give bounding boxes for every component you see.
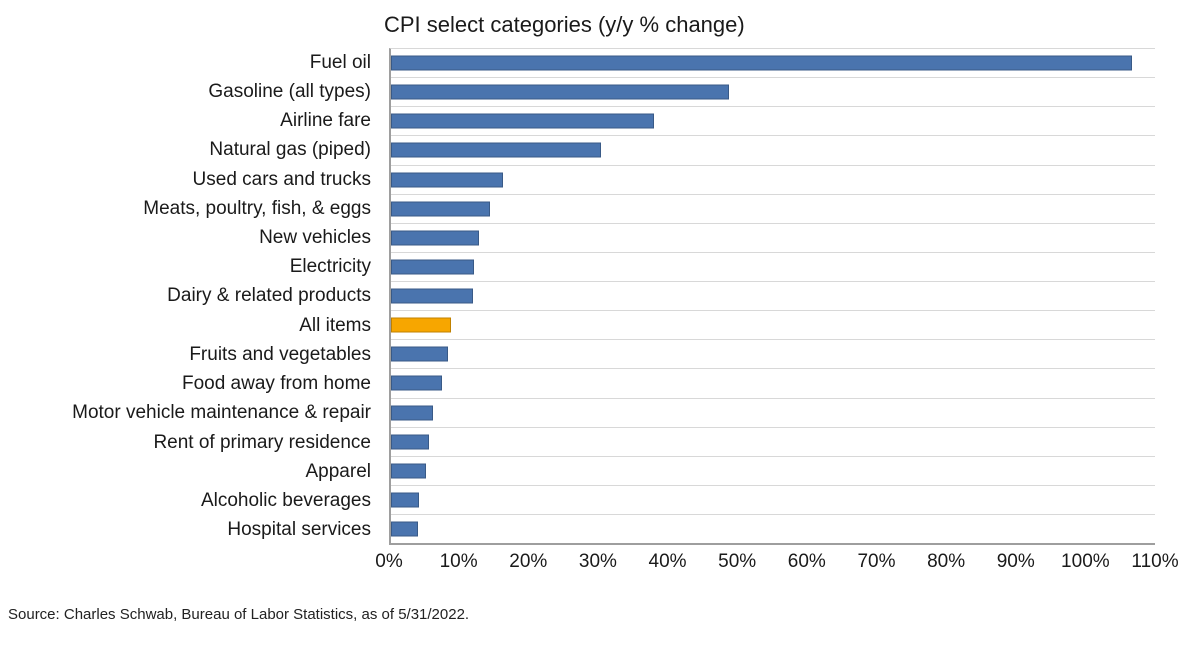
category-labels: Fuel oil Gasoline (all types) Airline fare… [0, 48, 371, 545]
bar [391, 288, 473, 304]
bar-row [391, 457, 1155, 486]
bar-row [391, 515, 1155, 543]
bar [391, 492, 419, 508]
category-label: Airline fare [280, 110, 371, 132]
bar [391, 142, 601, 158]
category-label: All items [299, 314, 371, 336]
category-label: Meats, poultry, fish, & eggs [143, 197, 371, 219]
bar-row [391, 78, 1155, 108]
bar-row [391, 166, 1155, 195]
x-tick-label: 60% [787, 551, 826, 572]
x-tick-label: 20% [509, 551, 548, 572]
bar-row [391, 107, 1155, 137]
x-tick-label: 40% [648, 551, 687, 572]
bar [391, 172, 503, 188]
plot-area [389, 48, 1155, 545]
x-tick-label: 30% [578, 551, 617, 572]
bar-row [391, 486, 1155, 515]
category-label: Hospital services [227, 519, 371, 541]
x-tick-label: 100% [1061, 551, 1110, 572]
category-label: Gasoline (all types) [208, 80, 371, 102]
bar [391, 375, 443, 391]
category-label: Fuel oil [309, 51, 371, 73]
bar [391, 463, 426, 479]
category-label: Rent of primary residence [153, 431, 371, 453]
highlight-bar [391, 317, 451, 333]
category-label: Fruits and vegetables [189, 343, 371, 365]
bar-row [391, 253, 1155, 282]
bar-row [391, 224, 1155, 253]
chart-title: CPI select categories (y/y % change) [384, 12, 745, 37]
bar [391, 346, 448, 362]
bar [391, 230, 479, 246]
source-note: Source: Charles Schwab, Bureau of Labor … [8, 606, 470, 623]
bar-row [391, 136, 1155, 166]
bar-row [391, 311, 1155, 341]
category-label: Dairy & related products [167, 285, 371, 307]
category-label: New vehicles [259, 227, 371, 249]
bar-row [391, 195, 1155, 224]
x-tick-label: 90% [996, 551, 1035, 572]
category-label: Apparel [305, 460, 372, 482]
category-label: Food away from home [181, 373, 371, 395]
category-label: Used cars and trucks [192, 168, 371, 190]
bar [391, 201, 490, 217]
bar [391, 84, 730, 100]
x-tick-label: 80% [927, 551, 966, 572]
x-tick-label: 50% [718, 551, 757, 572]
bar [391, 521, 419, 537]
bar [391, 434, 430, 450]
category-label: Natural gas (piped) [209, 139, 371, 161]
category-label: Alcoholic beverages [200, 490, 371, 512]
bar-row [391, 428, 1155, 457]
bar-row [391, 282, 1155, 312]
bar-row [391, 340, 1155, 370]
bar-row [391, 369, 1155, 399]
bar-row [391, 49, 1155, 79]
x-tick-label: 110% [1131, 551, 1179, 572]
bar [391, 259, 475, 275]
bar [391, 113, 654, 129]
bar-row [391, 399, 1155, 428]
x-axis: 0% 10% 20% 30% 40% 50% 60% 70% 80% 90% 100% 110% [375, 551, 1178, 577]
x-tick-label: 0% [375, 551, 403, 572]
bar [391, 55, 1133, 71]
x-tick-label: 70% [857, 551, 896, 572]
bar [391, 405, 434, 421]
category-label: Motor vehicle maintenance & repair [72, 402, 371, 424]
category-label: Electricity [289, 256, 371, 278]
x-tick-label: 10% [439, 551, 478, 572]
